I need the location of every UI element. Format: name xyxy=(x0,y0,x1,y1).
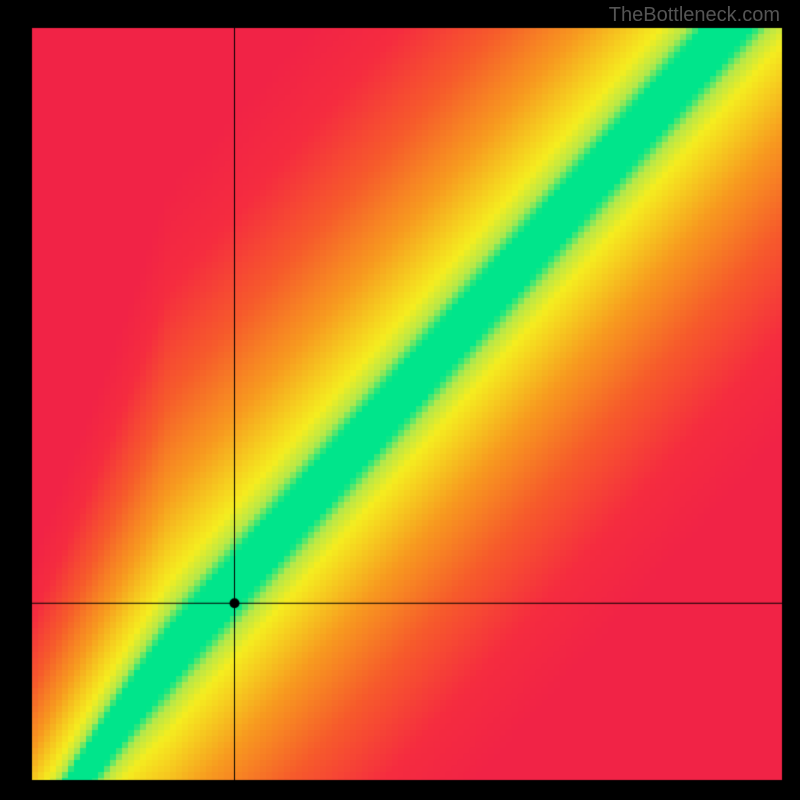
bottleneck-heatmap xyxy=(0,0,800,800)
watermark-text: TheBottleneck.com xyxy=(609,4,780,27)
chart-container: TheBottleneck.com xyxy=(0,0,800,800)
